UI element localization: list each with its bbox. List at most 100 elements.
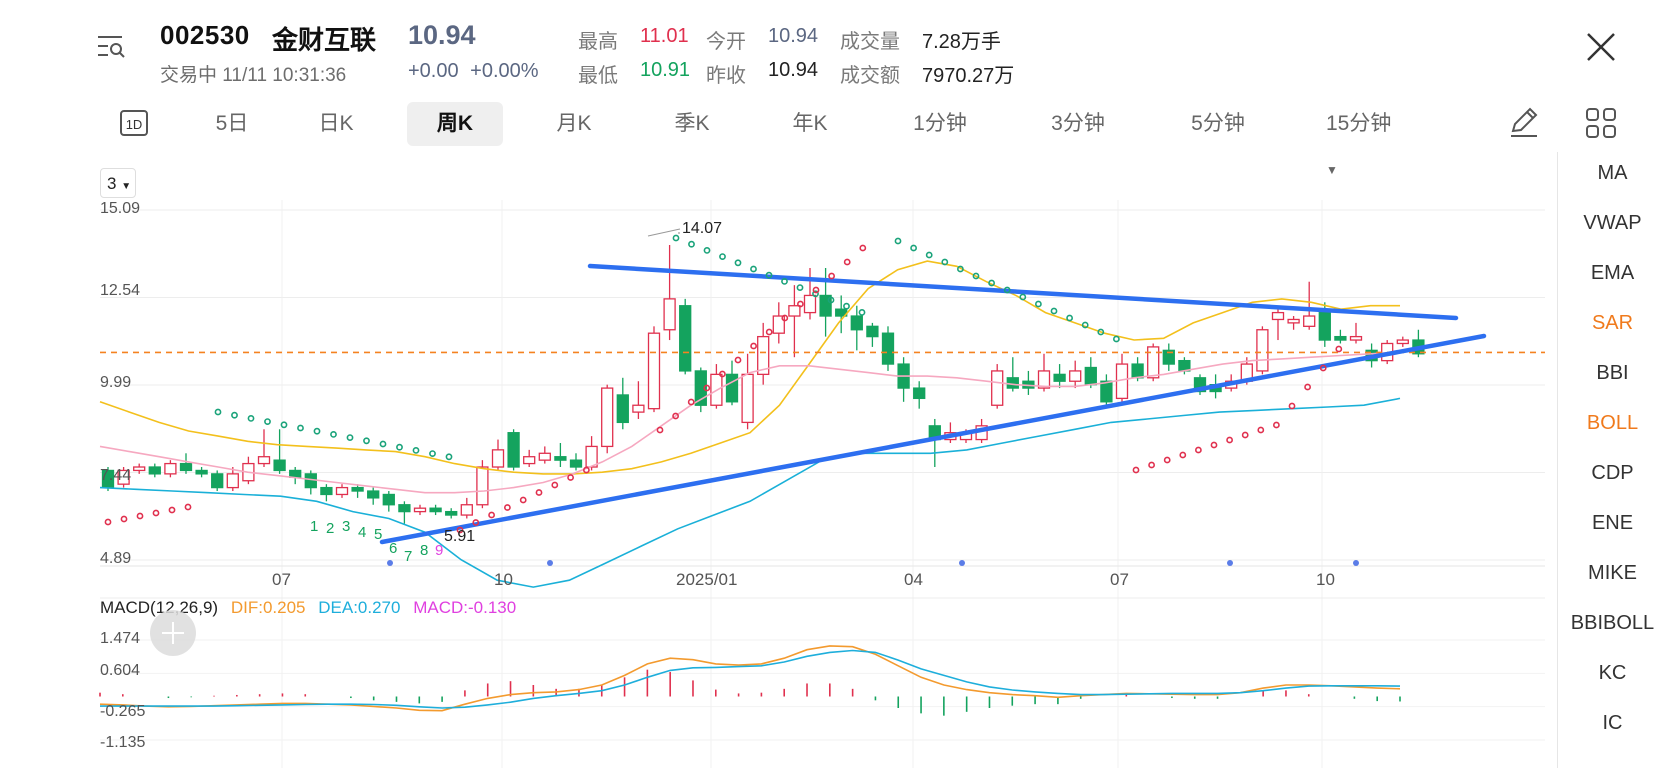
x-tick-label: 10 xyxy=(494,570,513,589)
sar-dot xyxy=(445,453,453,461)
y-tick-label: 12.54 xyxy=(100,282,141,299)
td-count-label: 3 xyxy=(342,518,351,535)
sar-dot xyxy=(781,278,788,285)
candle-body xyxy=(679,305,692,372)
caret-down-icon: ▼ xyxy=(1326,163,1338,177)
sar-dot xyxy=(765,271,773,279)
sar-dot xyxy=(1148,461,1155,469)
candle-body xyxy=(1084,366,1097,386)
indicator-ema[interactable]: EMA xyxy=(1590,262,1635,284)
chart-count-select[interactable]: 3 ▼ xyxy=(100,168,136,198)
candle-body xyxy=(164,462,177,475)
tab-monthly-k[interactable]: 月K xyxy=(556,112,592,135)
sar-dot xyxy=(859,244,867,252)
sar-dot xyxy=(910,244,917,252)
low-annotation: 5.91 xyxy=(444,528,476,545)
stat-label-open: 今开 xyxy=(706,31,746,53)
sar-dot xyxy=(264,418,271,425)
macd-tick-label: -0.265 xyxy=(100,703,146,720)
indicator-boll[interactable]: BOLL xyxy=(1586,412,1639,434)
sar-dot xyxy=(456,526,464,534)
add-indicator-button[interactable] xyxy=(150,610,196,656)
stat-label-prev-close: 昨收 xyxy=(706,65,746,87)
candle-body xyxy=(1147,346,1160,379)
kline-chart[interactable] xyxy=(0,190,1560,768)
candle-body xyxy=(1303,315,1316,327)
candle-body xyxy=(991,370,1004,406)
candle-body xyxy=(491,449,505,468)
sar-dot xyxy=(672,234,680,242)
candle-body xyxy=(663,298,676,331)
sar-dot xyxy=(503,504,511,511)
tab-15min[interactable]: 15分钟 ▼ xyxy=(1326,102,1406,177)
dea-label: DEA:0.270 xyxy=(318,598,401,617)
tab-quarterly-k[interactable]: 季K xyxy=(674,112,710,135)
stat-value-turnover: 7970.27万 xyxy=(922,65,1015,87)
sar-dot xyxy=(750,265,757,273)
tab-yearly-k[interactable]: 年K xyxy=(792,112,828,135)
td-count-label: 5 xyxy=(374,526,383,543)
candle-body xyxy=(429,507,442,513)
change-value: +0.00 xyxy=(408,60,459,82)
tab-daily-k[interactable]: 日K xyxy=(318,112,354,135)
sar-dot xyxy=(1066,314,1073,322)
tab-5min[interactable]: 5分钟 xyxy=(1191,112,1245,135)
sar-dot xyxy=(828,272,835,280)
sar-dot xyxy=(796,284,804,291)
candle-body xyxy=(117,469,130,485)
candle-body xyxy=(1287,318,1300,324)
candle-body xyxy=(367,490,380,499)
candle-body xyxy=(772,315,785,334)
tab-1min[interactable]: 1分钟 xyxy=(913,112,967,135)
stat-value-volume: 7.28万手 xyxy=(922,31,1001,53)
sar-dot xyxy=(120,515,128,523)
td-count-label: 9 xyxy=(435,542,444,559)
candle-body xyxy=(913,387,926,400)
candle-body xyxy=(725,373,739,403)
sar-dot xyxy=(1241,431,1249,439)
tab-5day[interactable]: 5日 xyxy=(215,112,249,135)
boll-lower-line xyxy=(99,397,1401,588)
period-1d-button[interactable]: 1D xyxy=(120,110,148,136)
candle-body xyxy=(741,373,754,424)
sar-dot xyxy=(750,342,757,350)
menu-search-icon[interactable] xyxy=(96,32,126,62)
sar-dot xyxy=(214,408,222,416)
indicator-bbiboll[interactable]: BBIBOLL xyxy=(1570,612,1655,634)
tab-3min[interactable]: 3分钟 xyxy=(1051,112,1105,135)
resistance-trendline xyxy=(587,263,1459,321)
pencil-icon[interactable] xyxy=(1505,104,1541,140)
candle-body xyxy=(1396,339,1409,345)
indicator-ene[interactable]: ENE xyxy=(1591,512,1634,534)
indicator-ic[interactable]: IC xyxy=(1602,712,1623,734)
sar-dot xyxy=(812,290,819,298)
event-marker xyxy=(387,560,393,566)
macd-title: MACD(12,26,9) xyxy=(100,598,219,617)
candle-body xyxy=(694,370,707,406)
sar-dot xyxy=(765,328,773,336)
sar-dot xyxy=(672,412,679,420)
sar-dot xyxy=(858,309,866,316)
sar-dot xyxy=(1035,300,1042,308)
close-icon[interactable] xyxy=(1584,30,1618,64)
indicator-cdp[interactable]: CDP xyxy=(1591,462,1634,484)
stat-label-high: 最高 xyxy=(578,31,618,53)
candle-body xyxy=(382,493,395,506)
indicator-sar[interactable]: SAR xyxy=(1591,312,1634,334)
candle-body xyxy=(881,332,895,365)
td-count-label: 6 xyxy=(389,540,398,557)
candle-body xyxy=(195,469,208,475)
high-lead-line xyxy=(647,228,681,237)
indicator-mike[interactable]: MIKE xyxy=(1588,562,1637,584)
tab-weekly-k[interactable]: 周K xyxy=(407,102,503,146)
sar-dot xyxy=(583,466,590,474)
grid-icon[interactable] xyxy=(1584,106,1618,140)
sar-dot xyxy=(703,384,711,392)
indicator-ma[interactable]: MA xyxy=(1597,162,1628,184)
indicator-vwap[interactable]: VWAP xyxy=(1583,212,1642,234)
sar-dot xyxy=(894,237,902,245)
indicator-kc[interactable]: KC xyxy=(1598,662,1627,684)
event-marker xyxy=(547,560,553,566)
indicator-bbi[interactable]: BBI xyxy=(1596,362,1629,384)
candle-body xyxy=(819,294,832,317)
